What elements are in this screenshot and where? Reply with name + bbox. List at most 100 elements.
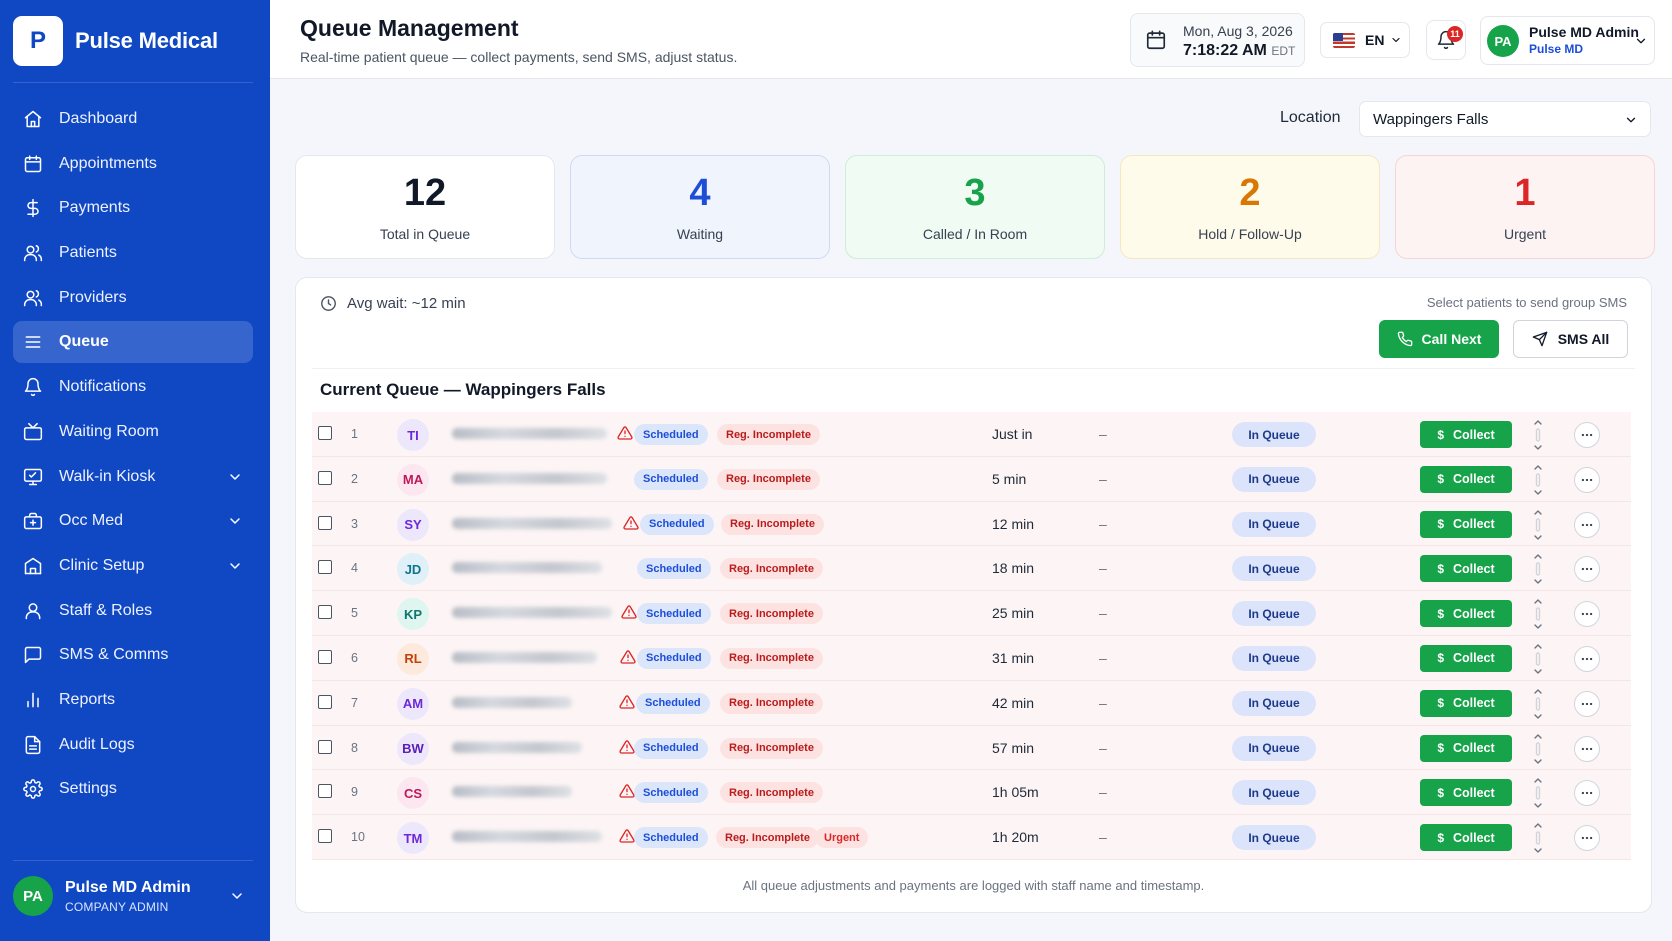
reorder-arrows-icon[interactable]	[1530, 597, 1546, 631]
sidebar-item-providers[interactable]: Providers	[13, 277, 253, 319]
patient-name-redacted[interactable]	[452, 472, 607, 484]
stat-value: 12	[403, 172, 447, 214]
sidebar-user-role: COMPANY ADMIN	[65, 899, 169, 914]
sidebar-item-dashboard[interactable]: Dashboard	[13, 98, 253, 140]
status-badge[interactable]: In Queue	[1232, 511, 1316, 537]
more-actions-button[interactable]	[1574, 556, 1600, 583]
status-badge[interactable]: In Queue	[1232, 645, 1316, 671]
status-badge[interactable]: In Queue	[1232, 556, 1316, 582]
reorder-arrows-icon[interactable]	[1530, 508, 1546, 542]
home-icon	[24, 110, 42, 128]
brand[interactable]: P Pulse Medical	[13, 16, 218, 66]
reorder-arrows-icon[interactable]	[1530, 732, 1546, 766]
row-checkbox[interactable]	[318, 605, 332, 620]
collect-button[interactable]: $ Collect	[1420, 465, 1512, 493]
stat-value: 3	[964, 172, 986, 214]
row-checkbox[interactable]	[318, 694, 332, 709]
sidebar-item-clinic-setup[interactable]: Clinic Setup	[13, 545, 253, 587]
reorder-arrows-icon[interactable]	[1530, 821, 1546, 855]
collect-button[interactable]: $ Collect	[1420, 644, 1512, 672]
collect-button[interactable]: $ Collect	[1420, 555, 1512, 583]
status-badge[interactable]: In Queue	[1232, 690, 1316, 716]
status-badge[interactable]: In Queue	[1232, 601, 1316, 627]
collect-button[interactable]: $ Collect	[1420, 421, 1512, 448]
more-horizontal-icon	[1581, 657, 1593, 661]
reorder-arrows-icon[interactable]	[1530, 463, 1546, 497]
status-badge[interactable]: In Queue	[1232, 735, 1316, 761]
reorder-arrows-icon[interactable]	[1530, 776, 1546, 810]
row-checkbox[interactable]	[318, 829, 332, 844]
status-badge[interactable]: In Queue	[1232, 825, 1316, 851]
sidebar-item-waiting-room[interactable]: Waiting Room	[13, 411, 253, 453]
row-checkbox[interactable]	[318, 784, 332, 799]
reorder-arrows-icon[interactable]	[1530, 687, 1546, 721]
row-checkbox[interactable]	[318, 426, 332, 440]
chevron-down-icon	[230, 563, 240, 569]
row-checkbox[interactable]	[318, 515, 332, 530]
patient-name-redacted[interactable]	[452, 517, 612, 529]
top-header: Queue Management Real-time patient queue…	[270, 0, 1672, 79]
sidebar-item-payments[interactable]: Payments	[13, 187, 253, 229]
registration-status-badge: Reg. Incomplete	[721, 513, 824, 535]
patient-name-redacted[interactable]	[452, 741, 582, 753]
wait-time: 57 min	[992, 739, 1035, 756]
collect-button[interactable]: $ Collect	[1420, 734, 1512, 762]
sidebar-item-audit-logs[interactable]: Audit Logs	[13, 724, 253, 766]
sidebar-item-staff-and-roles[interactable]: Staff & Roles	[13, 590, 253, 632]
user-menu[interactable]: PA Pulse MD Admin Pulse MD	[1480, 16, 1655, 65]
more-actions-button[interactable]	[1574, 511, 1600, 538]
call-next-button[interactable]: Call Next	[1379, 320, 1499, 358]
more-actions-button[interactable]	[1574, 422, 1600, 448]
collect-button[interactable]: $ Collect	[1420, 779, 1512, 807]
notifications-button[interactable]: 11	[1426, 20, 1466, 60]
row-checkbox[interactable]	[318, 739, 332, 754]
row-checkbox[interactable]	[318, 560, 332, 575]
more-actions-button[interactable]	[1574, 601, 1600, 628]
sidebar-item-queue[interactable]: Queue	[13, 321, 253, 364]
more-actions-button[interactable]	[1574, 780, 1600, 807]
collect-button[interactable]: $ Collect	[1420, 824, 1512, 852]
reorder-arrows-icon[interactable]	[1530, 642, 1546, 676]
assigned-provider: –	[1099, 784, 1107, 801]
reorder-arrows-icon[interactable]	[1530, 418, 1546, 452]
assigned-provider: –	[1099, 560, 1107, 577]
calendar-icon	[1146, 30, 1166, 50]
sidebar-item-notifications[interactable]: Notifications	[13, 366, 253, 408]
more-actions-button[interactable]	[1574, 466, 1600, 493]
patient-name-redacted[interactable]	[452, 607, 612, 619]
sidebar-item-reports[interactable]: Reports	[13, 679, 253, 721]
wait-time: 18 min	[992, 560, 1035, 577]
status-badge[interactable]: In Queue	[1232, 466, 1316, 492]
sms-all-label: SMS All	[1557, 331, 1610, 347]
sidebar-item-occ-med[interactable]: Occ Med	[13, 500, 253, 542]
location-select[interactable]: Wappingers Falls	[1359, 101, 1651, 137]
patient-name-redacted[interactable]	[452, 651, 597, 663]
sidebar-item-settings[interactable]: Settings	[13, 768, 253, 810]
sms-all-button[interactable]: SMS All	[1513, 320, 1628, 358]
more-actions-button[interactable]	[1574, 735, 1600, 762]
collect-button[interactable]: $ Collect	[1420, 510, 1512, 538]
collect-button[interactable]: $ Collect	[1420, 689, 1512, 717]
sidebar-item-sms-and-comms[interactable]: SMS & Comms	[13, 634, 253, 676]
patient-name-redacted[interactable]	[452, 831, 602, 843]
sidebar-user-menu[interactable]: PA Pulse MD Admin COMPANY ADMIN	[13, 876, 253, 916]
more-actions-button[interactable]	[1574, 645, 1600, 672]
patient-name-redacted[interactable]	[452, 428, 607, 439]
row-checkbox[interactable]	[318, 470, 332, 485]
warning-icon	[619, 739, 635, 754]
chevron-down-icon	[232, 893, 242, 899]
patient-name-redacted[interactable]	[452, 786, 572, 798]
sidebar-item-appointments[interactable]: Appointments	[13, 143, 253, 185]
reorder-arrows-icon[interactable]	[1530, 552, 1546, 586]
language-selector[interactable]: EN	[1320, 22, 1410, 58]
row-checkbox[interactable]	[318, 649, 332, 664]
collect-button[interactable]: $ Collect	[1420, 600, 1512, 628]
sidebar-item-walk-in-kiosk[interactable]: Walk-in Kiosk	[13, 456, 253, 498]
status-badge[interactable]: In Queue	[1232, 780, 1316, 806]
status-badge[interactable]: In Queue	[1232, 422, 1316, 447]
more-actions-button[interactable]	[1574, 825, 1600, 852]
sidebar-item-patients[interactable]: Patients	[13, 232, 253, 274]
patient-name-redacted[interactable]	[452, 562, 602, 574]
patient-name-redacted[interactable]	[452, 696, 572, 708]
more-actions-button[interactable]	[1574, 690, 1600, 717]
